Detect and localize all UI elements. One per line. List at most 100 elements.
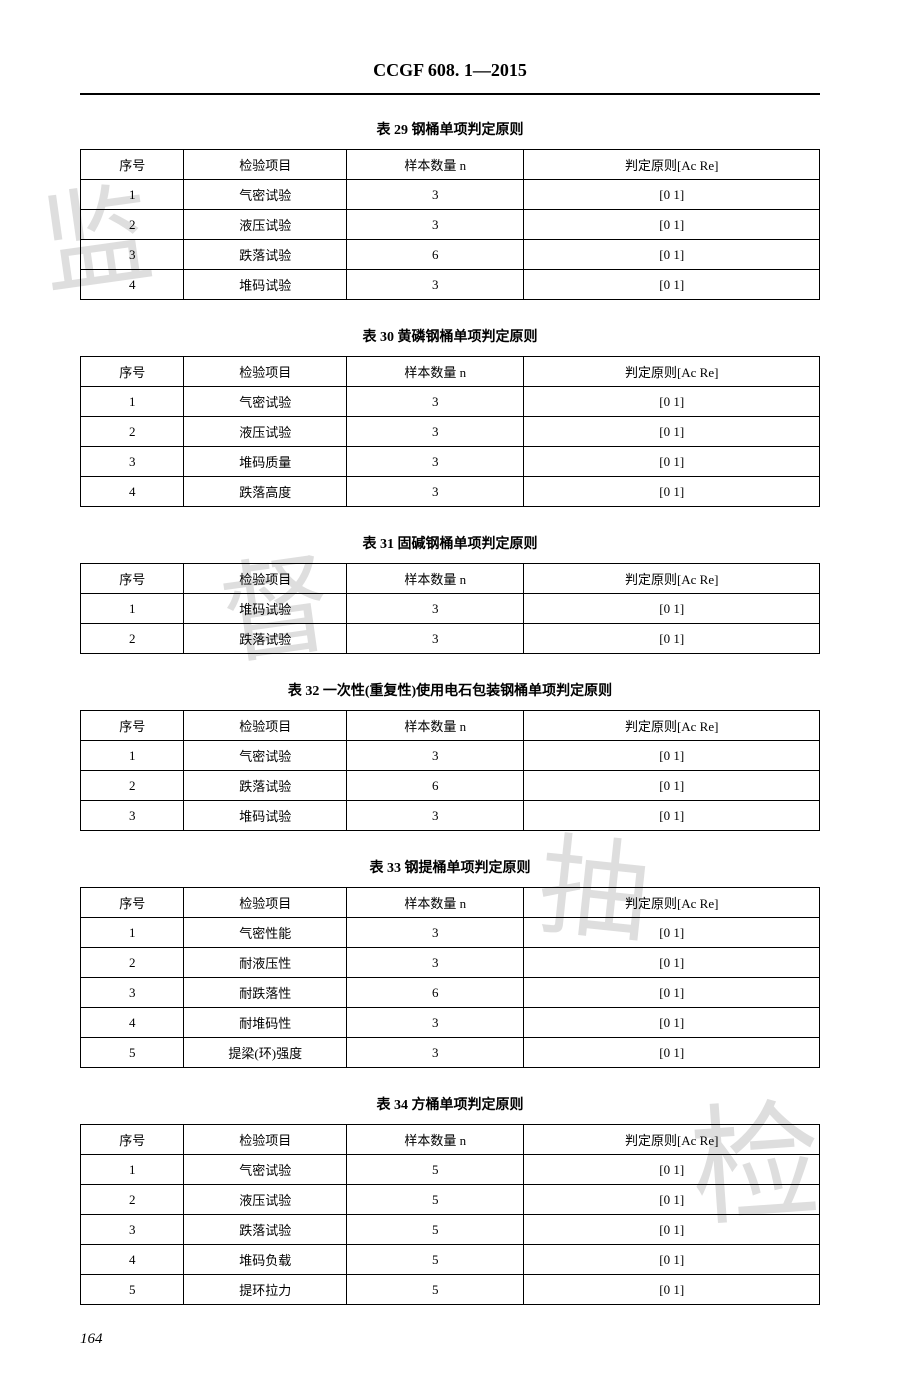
table-cell: 3 (347, 210, 524, 240)
table-cell: 1 (81, 387, 184, 417)
table-header-row: 序号检验项目样本数量 n判定原则[Ac Re] (81, 564, 820, 594)
table-cell: [0 1] (524, 771, 820, 801)
table-cell: 3 (81, 447, 184, 477)
table-row: 1堆码试验3[0 1] (81, 594, 820, 624)
table-cell: 堆码试验 (184, 594, 347, 624)
table-cell: [0 1] (524, 210, 820, 240)
table-row: 3耐跌落性6[0 1] (81, 978, 820, 1008)
table-cell: 1 (81, 1155, 184, 1185)
page-title: CCGF 608. 1—2015 (80, 60, 820, 95)
table-cell: 6 (347, 240, 524, 270)
table-caption: 表 32 一次性(重复性)使用电石包装钢桶单项判定原则 (80, 680, 820, 700)
table-block: 表 30 黄磷钢桶单项判定原则序号检验项目样本数量 n判定原则[Ac Re]1气… (80, 326, 820, 507)
table-cell: 耐跌落性 (184, 978, 347, 1008)
table-cell: 3 (347, 180, 524, 210)
table-cell: 3 (347, 1008, 524, 1038)
table-cell: 3 (347, 741, 524, 771)
table-cell: [0 1] (524, 1185, 820, 1215)
table-row: 5提环拉力5[0 1] (81, 1275, 820, 1305)
table-cell: 4 (81, 270, 184, 300)
table-cell: 跌落试验 (184, 771, 347, 801)
table-cell: 5 (347, 1215, 524, 1245)
table-header-cell: 样本数量 n (347, 357, 524, 387)
data-table: 序号检验项目样本数量 n判定原则[Ac Re]1气密试验3[0 1]2跌落试验6… (80, 710, 820, 831)
table-cell: [0 1] (524, 477, 820, 507)
table-cell: [0 1] (524, 948, 820, 978)
data-table: 序号检验项目样本数量 n判定原则[Ac Re]1堆码试验3[0 1]2跌落试验3… (80, 563, 820, 654)
table-cell: [0 1] (524, 1038, 820, 1068)
table-row: 1气密性能3[0 1] (81, 918, 820, 948)
table-caption: 表 31 固碱钢桶单项判定原则 (80, 533, 820, 553)
table-header-cell: 判定原则[Ac Re] (524, 711, 820, 741)
table-cell: 4 (81, 1245, 184, 1275)
table-caption: 表 33 钢提桶单项判定原则 (80, 857, 820, 877)
table-cell: 3 (81, 978, 184, 1008)
table-cell: 5 (347, 1245, 524, 1275)
table-cell: 2 (81, 771, 184, 801)
table-header-cell: 序号 (81, 888, 184, 918)
table-cell: [0 1] (524, 918, 820, 948)
table-header-cell: 判定原则[Ac Re] (524, 888, 820, 918)
table-cell: 跌落试验 (184, 1215, 347, 1245)
table-header-cell: 判定原则[Ac Re] (524, 357, 820, 387)
table-header-cell: 样本数量 n (347, 1125, 524, 1155)
data-table: 序号检验项目样本数量 n判定原则[Ac Re]1气密性能3[0 1]2耐液压性3… (80, 887, 820, 1068)
table-cell: [0 1] (524, 978, 820, 1008)
table-cell: 1 (81, 594, 184, 624)
table-cell: 气密试验 (184, 741, 347, 771)
table-cell: 1 (81, 741, 184, 771)
table-cell: 跌落试验 (184, 624, 347, 654)
table-cell: 1 (81, 918, 184, 948)
table-cell: 3 (347, 270, 524, 300)
table-row: 2跌落试验3[0 1] (81, 624, 820, 654)
table-cell: 堆码试验 (184, 270, 347, 300)
table-caption: 表 29 钢桶单项判定原则 (80, 119, 820, 139)
table-cell: 跌落试验 (184, 240, 347, 270)
table-header-row: 序号检验项目样本数量 n判定原则[Ac Re] (81, 1125, 820, 1155)
table-cell: [0 1] (524, 801, 820, 831)
table-block: 表 32 一次性(重复性)使用电石包装钢桶单项判定原则序号检验项目样本数量 n判… (80, 680, 820, 831)
table-cell: 跌落高度 (184, 477, 347, 507)
table-cell: 堆码质量 (184, 447, 347, 477)
table-row: 1气密试验5[0 1] (81, 1155, 820, 1185)
table-cell: 3 (347, 1038, 524, 1068)
table-cell: 耐液压性 (184, 948, 347, 978)
table-cell: 3 (81, 1215, 184, 1245)
table-row: 2液压试验3[0 1] (81, 417, 820, 447)
table-header-cell: 判定原则[Ac Re] (524, 150, 820, 180)
page-number: 164 (80, 1331, 820, 1348)
table-cell: 3 (347, 477, 524, 507)
table-header-cell: 检验项目 (184, 1125, 347, 1155)
table-cell: [0 1] (524, 447, 820, 477)
table-header-row: 序号检验项目样本数量 n判定原则[Ac Re] (81, 357, 820, 387)
table-cell: 5 (81, 1275, 184, 1305)
table-cell: 3 (81, 240, 184, 270)
table-cell: 6 (347, 978, 524, 1008)
table-cell: 2 (81, 210, 184, 240)
table-cell: [0 1] (524, 1155, 820, 1185)
table-cell: 3 (347, 594, 524, 624)
table-cell: 2 (81, 1185, 184, 1215)
table-cell: 3 (81, 801, 184, 831)
table-cell: 4 (81, 477, 184, 507)
table-header-cell: 检验项目 (184, 150, 347, 180)
table-cell: 5 (347, 1185, 524, 1215)
table-header-cell: 序号 (81, 711, 184, 741)
table-row: 2跌落试验6[0 1] (81, 771, 820, 801)
table-header-cell: 判定原则[Ac Re] (524, 564, 820, 594)
table-cell: 6 (347, 771, 524, 801)
table-cell: 3 (347, 918, 524, 948)
table-cell: 液压试验 (184, 417, 347, 447)
data-table: 序号检验项目样本数量 n判定原则[Ac Re]1气密试验5[0 1]2液压试验5… (80, 1124, 820, 1305)
table-caption: 表 34 方桶单项判定原则 (80, 1094, 820, 1114)
table-header-row: 序号检验项目样本数量 n判定原则[Ac Re] (81, 150, 820, 180)
table-cell: 1 (81, 180, 184, 210)
table-header-row: 序号检验项目样本数量 n判定原则[Ac Re] (81, 711, 820, 741)
table-cell: 液压试验 (184, 1185, 347, 1215)
table-cell: 2 (81, 948, 184, 978)
table-cell: 3 (347, 801, 524, 831)
table-cell: [0 1] (524, 1215, 820, 1245)
table-cell: [0 1] (524, 240, 820, 270)
table-cell: [0 1] (524, 387, 820, 417)
table-cell: 气密试验 (184, 180, 347, 210)
